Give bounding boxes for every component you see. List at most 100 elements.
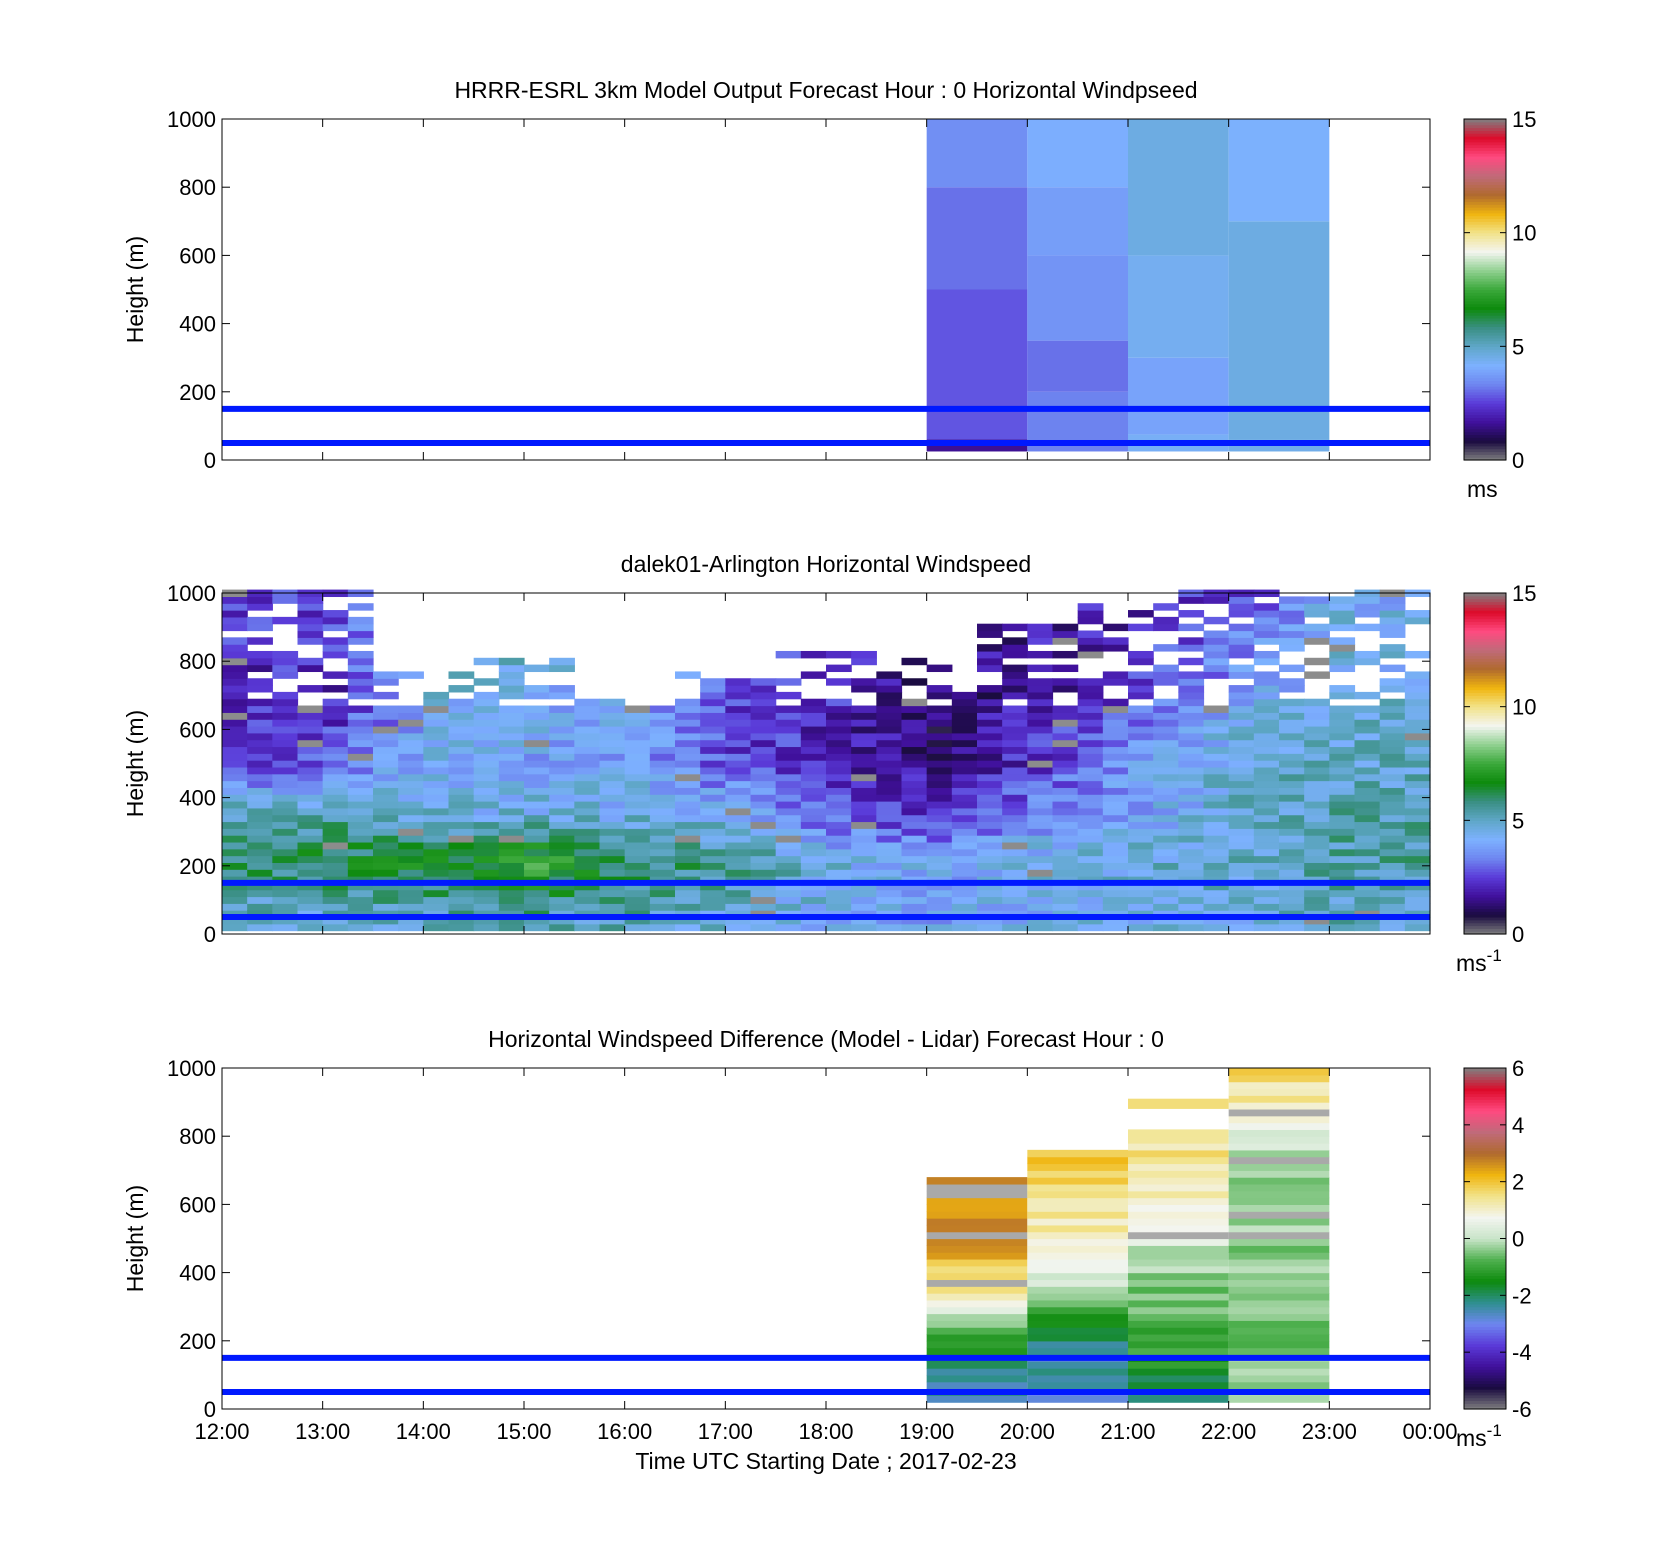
- heatmap-cell: [624, 773, 651, 782]
- heatmap-cell: [1027, 814, 1054, 823]
- heatmap-cell: [1027, 760, 1054, 768]
- heatmap-cell: [322, 869, 349, 877]
- heatmap-cell: [1128, 650, 1154, 659]
- chart-title: Horizontal Windspeed Difference (Model -…: [488, 1026, 1164, 1052]
- heatmap-cell: [272, 739, 299, 748]
- heatmap-cell: [1354, 705, 1381, 713]
- heatmap-cell: [1253, 855, 1280, 863]
- colorbar-segment: [1464, 1346, 1506, 1350]
- heatmap-cell: [1027, 1395, 1128, 1403]
- heatmap-cell: [901, 882, 928, 891]
- heatmap-cell: [926, 910, 953, 918]
- heatmap-cell: [1128, 1340, 1229, 1349]
- heatmap-cell: [1178, 807, 1205, 816]
- heatmap-cell: [1404, 671, 1431, 679]
- heatmap-cell: [473, 814, 500, 823]
- heatmap-cell: [322, 616, 349, 625]
- colorbar-segment: [1464, 414, 1506, 418]
- heatmap-cell: [1228, 1272, 1330, 1281]
- heatmap-cell: [322, 828, 349, 836]
- heatmap-cell: [423, 773, 450, 782]
- colorbar-segment: [1464, 791, 1506, 796]
- heatmap-cell: [347, 855, 374, 863]
- heatmap-cell: [1379, 725, 1406, 734]
- heatmap-cell: [876, 862, 903, 870]
- heatmap-cell: [1128, 1156, 1229, 1165]
- heatmap-cell: [448, 766, 475, 775]
- heatmap-cell: [297, 746, 324, 754]
- heatmap-cell: [775, 753, 802, 761]
- heatmap-cell: [1027, 705, 1054, 713]
- heatmap-cell: [1027, 855, 1054, 863]
- colorbar-segment: [1464, 646, 1506, 651]
- heatmap-cell: [1002, 685, 1028, 693]
- heatmap-cell: [574, 746, 601, 754]
- heatmap-cell: [1128, 739, 1154, 748]
- heatmap-cell: [398, 889, 424, 898]
- heatmap-cell: [1002, 801, 1028, 809]
- heatmap-cell: [599, 753, 626, 761]
- heatmap-cell: [649, 766, 676, 775]
- heatmap-cell: [498, 787, 525, 795]
- colorbar-segment: [1464, 289, 1506, 293]
- heatmap-cell: [1228, 889, 1255, 898]
- heatmap-cell: [826, 828, 852, 836]
- heatmap-cell: [800, 705, 827, 713]
- heatmap-cell: [1228, 821, 1255, 829]
- heatmap-cell: [473, 801, 500, 809]
- heatmap-cell: [1128, 923, 1154, 932]
- colorbar-segment: [1464, 184, 1506, 188]
- heatmap-cell: [977, 644, 1003, 652]
- colorbar-segment: [1464, 283, 1506, 288]
- heatmap-cell: [347, 664, 374, 673]
- heatmap-cell: [1253, 766, 1280, 775]
- heatmap-cell: [599, 828, 626, 836]
- heatmap-cell: [1102, 753, 1129, 761]
- colorbar-segment: [1464, 374, 1506, 379]
- colorbar-unit: ms: [1467, 476, 1498, 502]
- colorbar-segment: [1464, 1150, 1506, 1154]
- heatmap-cell: [1228, 1299, 1330, 1308]
- heatmap-cell: [1379, 766, 1406, 775]
- heatmap-cell: [675, 773, 701, 782]
- heatmap-cell: [926, 848, 953, 857]
- heatmap-cell: [951, 760, 978, 768]
- heatmap-cell: [322, 882, 349, 891]
- colorbar-segment: [1464, 925, 1506, 929]
- heatmap-cell: [851, 719, 877, 727]
- heatmap-cell: [1228, 1368, 1330, 1376]
- colorbar-segment: [1464, 175, 1506, 180]
- heatmap-cell: [1002, 807, 1028, 816]
- heatmap-cell: [725, 678, 752, 686]
- heatmap-cell: [448, 841, 475, 850]
- heatmap-cell: [649, 712, 676, 720]
- heatmap-cell: [876, 889, 903, 898]
- heatmap-cell: [926, 753, 953, 761]
- heatmap-cell: [1077, 746, 1104, 754]
- heatmap-cell: [1178, 753, 1205, 761]
- heatmap-cell: [977, 630, 1003, 638]
- heatmap-cell: [1153, 780, 1179, 788]
- heatmap-cell: [926, 1279, 1028, 1287]
- colorbar-segment: [1464, 1269, 1506, 1274]
- heatmap-cell: [423, 821, 450, 829]
- heatmap-cell: [222, 801, 248, 809]
- heatmap-cell: [322, 916, 349, 925]
- heatmap-cell: [649, 821, 676, 829]
- heatmap-cell: [675, 862, 701, 870]
- heatmap-cell: [574, 753, 601, 761]
- heatmap-cell: [977, 787, 1003, 795]
- heatmap-cell: [977, 876, 1003, 884]
- heatmap-cell: [599, 923, 626, 932]
- heatmap-cell: [901, 753, 928, 761]
- heatmap-cell: [549, 794, 575, 802]
- heatmap-cell: [1379, 821, 1406, 829]
- heatmap-cell: [977, 719, 1003, 727]
- colorbar-segment: [1464, 343, 1506, 347]
- heatmap-cell: [272, 753, 299, 761]
- heatmap-cell: [1178, 657, 1205, 666]
- heatmap-cell: [1404, 650, 1431, 659]
- heatmap-cell: [1027, 1286, 1128, 1294]
- y-tick-label: 800: [179, 175, 216, 200]
- heatmap-cell: [1379, 889, 1406, 898]
